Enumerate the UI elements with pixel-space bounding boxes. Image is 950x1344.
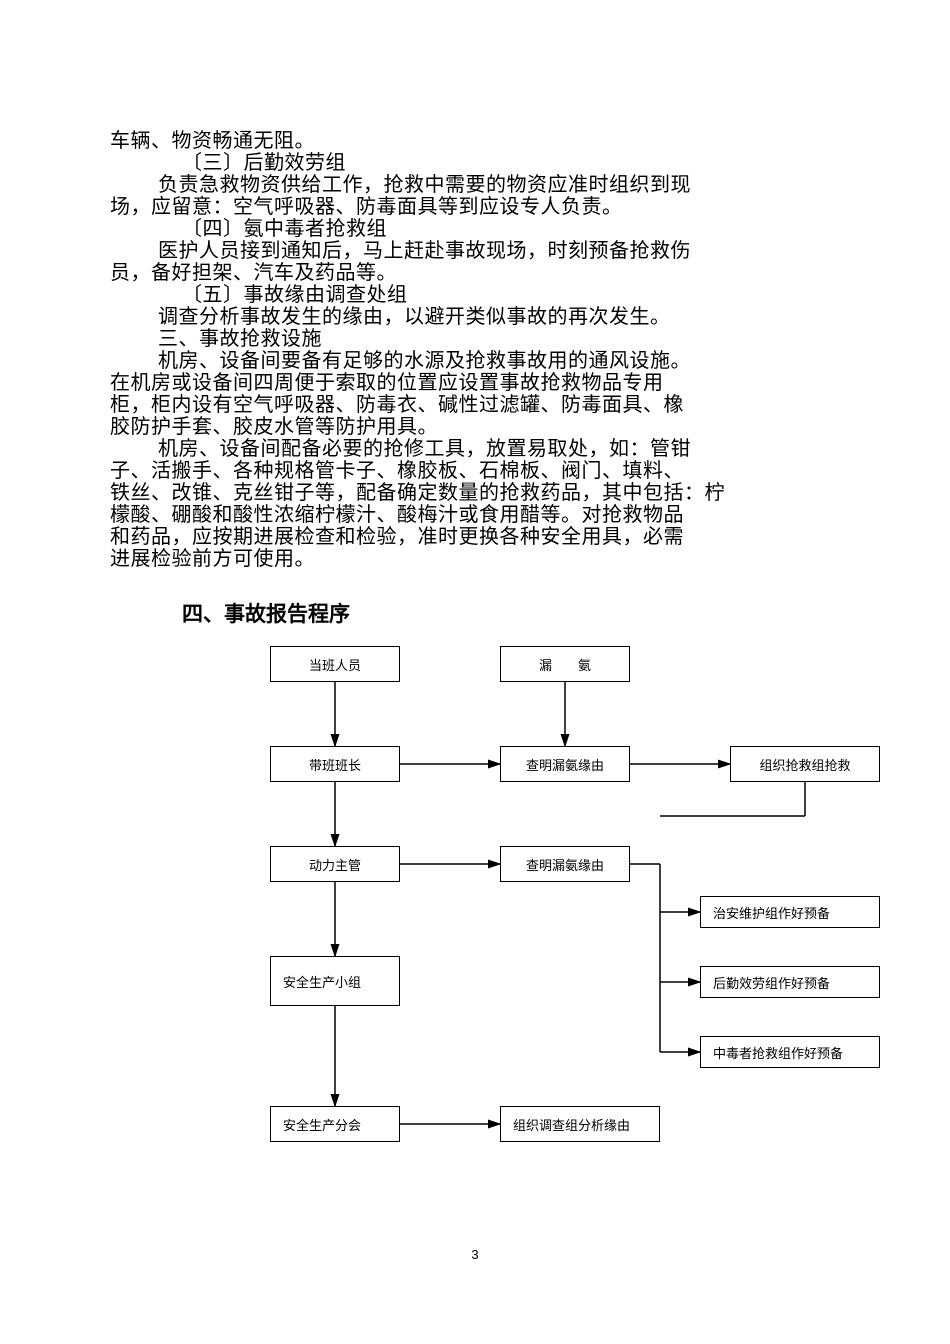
flow-node-label: 安全生产分会	[283, 1115, 361, 1134]
para-line: 胶防护手套、胶皮水管等防护用具。	[110, 416, 840, 438]
flow-node-label: 带班班长	[309, 755, 361, 774]
section-heading: 四、事故报告程序	[110, 598, 840, 628]
flow-node: 组织调查组分析缘由	[500, 1106, 660, 1142]
flow-node: 安全生产小组	[270, 956, 400, 1006]
para-line: 铁丝、改锥、克丝钳子等，配备确定数量的抢救药品，其中包括：柠	[110, 482, 840, 504]
para-line: 进展检验前方可使用。	[110, 548, 840, 570]
para-line: 医护人员接到通知后，马上赶赴事故现场，时刻预备抢救伤	[110, 240, 840, 262]
flow-node-label: 后勤效劳组作好预备	[713, 973, 830, 992]
flow-node-label: 动力主管	[309, 855, 361, 874]
para-line: 机房、设备间要备有足够的水源及抢救事故用的通风设施。	[110, 350, 840, 372]
flow-node-label: 中毒者抢救组作好预备	[713, 1043, 843, 1062]
flow-node-label: 治安维护组作好预备	[713, 903, 830, 922]
para-line: 场，应留意：空气呼吸器、防毒面具等到应设专人负责。	[110, 196, 840, 218]
para-line: 负责急救物资供给工作，抢救中需要的物资应准时组织到现	[110, 174, 840, 196]
flow-node: 漏 氨	[500, 646, 630, 682]
para-line: 三、事故抢救设施	[110, 328, 840, 350]
para-line: 调查分析事故发生的缘由，以避开类似事故的再次发生。	[110, 306, 840, 328]
para-line: 车辆、物资畅通无阻。	[110, 130, 840, 152]
para-line: 机房、设备间配备必要的抢修工具，放置易取处，如：管钳	[110, 438, 840, 460]
flow-node-label: 查明漏氨缘由	[526, 855, 604, 874]
page-number: 3	[0, 1247, 950, 1262]
flow-node-label: 组织抢救组抢救	[759, 755, 850, 774]
para-line: 子、活搬手、各种规格管卡子、橡胶板、石棉板、阀门、填料、	[110, 460, 840, 482]
para-line: 〔三〕后勤效劳组	[110, 152, 840, 174]
flow-node: 带班班长	[270, 746, 400, 782]
flow-node: 当班人员	[270, 646, 400, 682]
flow-node: 治安维护组作好预备	[700, 896, 880, 928]
para-line: 〔五〕事故缘由调查处组	[110, 284, 840, 306]
para-line: 柜，柜内设有空气呼吸器、防毒衣、碱性过滤罐、防毒面具、橡	[110, 394, 840, 416]
flow-node: 查明漏氨缘由	[500, 846, 630, 882]
para-line: 和药品，应按期进展检查和检验，准时更换各种安全用具，必需	[110, 526, 840, 548]
flow-node: 中毒者抢救组作好预备	[700, 1036, 880, 1068]
flow-node-label: 查明漏氨缘由	[526, 755, 604, 774]
para-line: 檬酸、硼酸和酸性浓缩柠檬汁、酸梅汁或食用醋等。对抢救物品	[110, 504, 840, 526]
flow-node: 查明漏氨缘由	[500, 746, 630, 782]
flowchart: 当班人员 漏 氨 带班班长 查明漏氨缘由 组织抢救组抢救 动力主管 查明漏氨缘由…	[170, 646, 840, 1226]
flow-node-label: 当班人员	[309, 655, 361, 674]
flow-node: 安全生产分会	[270, 1106, 400, 1142]
para-line: 员，备好担架、汽车及药品等。	[110, 262, 840, 284]
para-line: 〔四〕氨中毒者抢救组	[110, 218, 840, 240]
document-body: 车辆、物资畅通无阻。 〔三〕后勤效劳组 负责急救物资供给工作，抢救中需要的物资应…	[0, 0, 950, 1226]
flow-node-label: 安全生产小组	[283, 972, 361, 991]
flow-node: 动力主管	[270, 846, 400, 882]
flow-node: 后勤效劳组作好预备	[700, 966, 880, 998]
flow-node: 组织抢救组抢救	[730, 746, 880, 782]
flow-node-label: 漏 氨	[539, 655, 591, 674]
flow-node-label: 组织调查组分析缘由	[513, 1115, 630, 1134]
para-line: 在机房或设备间四周便于索取的位置应设置事故抢救物品专用	[110, 372, 840, 394]
